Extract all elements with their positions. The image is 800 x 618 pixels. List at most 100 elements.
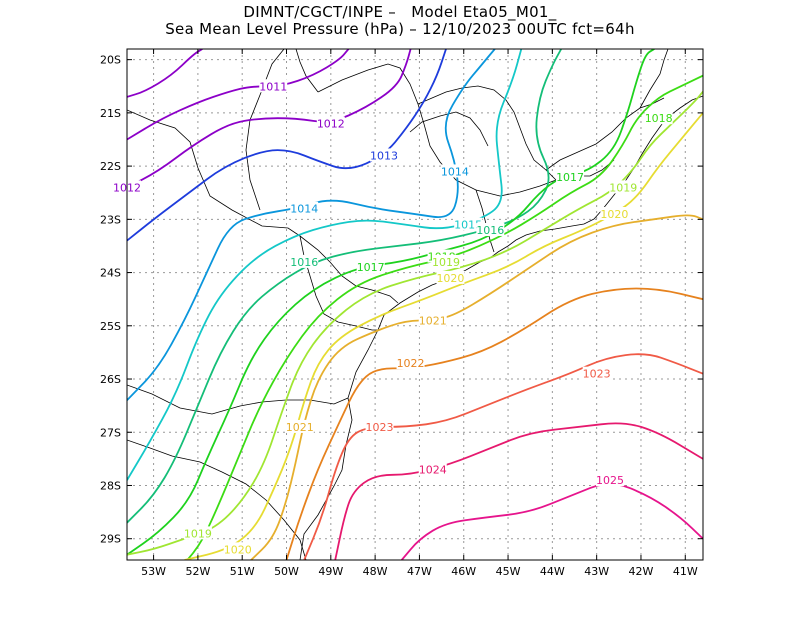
lat-tick-label: 28S [100, 479, 121, 492]
isobar-label-bg [316, 116, 345, 130]
isobar-1015 [127, 49, 523, 481]
isobar-lines [127, 49, 703, 560]
isobar-label-1016: 1016 [290, 256, 318, 269]
isobar-label-1022: 1022 [397, 357, 425, 370]
border [127, 439, 307, 560]
lat-tick-label: 22S [100, 160, 121, 173]
title-line-1: DIMNT/CGCT/INPE – Model Eta05_M01_ [243, 3, 557, 21]
isobar-label-bg [418, 313, 447, 327]
isobar-1011 [127, 49, 350, 141]
isobar-label-1016: 1016 [476, 224, 504, 237]
isobar-label-bg [609, 180, 638, 194]
lat-tick-label: 26S [100, 373, 121, 386]
isobar-label-1011: 1011 [259, 80, 287, 93]
isobar-label-1020: 1020 [224, 543, 252, 556]
isobar-label-1013: 1013 [370, 149, 398, 162]
isobar-label-bg [436, 270, 465, 284]
lon-tick-label: 46W [451, 565, 476, 578]
border [295, 49, 319, 93]
chart-title: DIMNT/CGCT/INPE – Model Eta05_M01_ Sea M… [0, 4, 800, 38]
isobar-label-1017: 1017 [357, 261, 385, 274]
isobar-label-bg [285, 419, 314, 433]
lat-tick-label: 20S [100, 54, 121, 67]
lon-tick-label: 47W [407, 565, 432, 578]
isobar-label-bg [582, 366, 611, 380]
border [127, 384, 349, 415]
isobar-label-1021: 1021 [286, 421, 314, 434]
isobar-label-1017: 1017 [556, 171, 584, 184]
isobar-1023 [303, 353, 703, 560]
isobar-labels: 1011101210121013101410141015101610161017… [113, 79, 673, 556]
lon-tick-label: 50W [274, 565, 299, 578]
isobar-label-1023: 1023 [583, 368, 611, 381]
isobar-label-1019: 1019 [609, 181, 637, 194]
lon-tick-label: 49W [318, 565, 343, 578]
isobar-label-bg [259, 79, 288, 93]
isobar-label-1019: 1019 [184, 527, 212, 540]
lon-tick-label: 52W [185, 565, 210, 578]
isobar-label-bg [600, 207, 629, 221]
isobar-1021 [250, 214, 703, 560]
isobar-label-bg [440, 164, 469, 178]
isobar-label-1021: 1021 [419, 314, 447, 327]
isobar-1014 [127, 49, 496, 401]
isobar-label-bg [290, 254, 319, 268]
isobar-1025 [401, 483, 703, 560]
isobar-1013 [127, 49, 447, 242]
isobar-label-bg [290, 201, 319, 215]
isobar-label-1014: 1014 [290, 203, 318, 216]
lat-tick-label: 21S [100, 107, 121, 120]
isobar-label-bg [432, 254, 461, 268]
isobar-label-1012: 1012 [317, 118, 345, 131]
lon-tick-label: 43W [584, 565, 609, 578]
isobar-label-bg [396, 356, 425, 370]
isobar-label-bg [454, 217, 483, 231]
isobar-label-bg [365, 419, 394, 433]
isobar-label-1020: 1020 [600, 208, 628, 221]
isobar-label-bg [418, 462, 447, 476]
isobar-label-1020: 1020 [436, 272, 464, 285]
lat-tick-label: 27S [100, 426, 121, 439]
border [409, 111, 489, 147]
lat-tick-label: 23S [100, 213, 121, 226]
lon-tick-label: 53W [141, 565, 166, 578]
isobar-1016 [127, 49, 562, 524]
isobar-label-bg [556, 169, 585, 183]
isobar-1022 [285, 287, 703, 560]
lat-tick-label: 24S [100, 267, 121, 280]
isobar-label-1015: 1015 [454, 219, 482, 232]
isobar-label-bg [595, 473, 624, 487]
isobar-label-bg [369, 148, 398, 162]
isobar-label-1019: 1019 [432, 256, 460, 269]
isobar-label-1023: 1023 [366, 421, 394, 434]
border [545, 97, 665, 171]
isobar-1011 [127, 49, 203, 98]
lon-tick-label: 42W [629, 565, 654, 578]
lon-tick-label: 44W [540, 565, 565, 578]
axis-ticks: 53W 52W 51W 50W 49W 48W 47W 46W 45W 44W 43W 42W 41W 2… [100, 49, 703, 578]
isobar-label-1024: 1024 [419, 464, 447, 477]
isobar-1012 [127, 49, 412, 189]
plot-frame [126, 48, 704, 561]
lon-tick-label: 48W [363, 565, 388, 578]
isobar-label-1014: 1014 [441, 165, 469, 178]
isobar-label-1018: 1018 [645, 112, 673, 125]
isobar-label-bg [223, 542, 252, 556]
isobar-label-1025: 1025 [596, 474, 624, 487]
border [245, 49, 285, 211]
lon-tick-label: 41W [673, 565, 698, 578]
lon-tick-label: 51W [230, 565, 255, 578]
lat-tick-label: 25S [100, 320, 121, 333]
isobar-1020 [184, 112, 703, 560]
title-line-2: Sea Mean Level Pressure (hPa) – 12/10/20… [165, 20, 635, 38]
isobar-label-bg [356, 260, 385, 274]
border [127, 109, 399, 304]
isobar-1017 [127, 49, 655, 556]
isobar-label-bg [644, 111, 673, 125]
lon-tick-label: 45W [496, 565, 521, 578]
lat-tick-label: 29S [100, 533, 121, 546]
border [639, 49, 669, 109]
isobar-label-bg [476, 222, 505, 236]
isobar-label-bg [183, 526, 212, 540]
